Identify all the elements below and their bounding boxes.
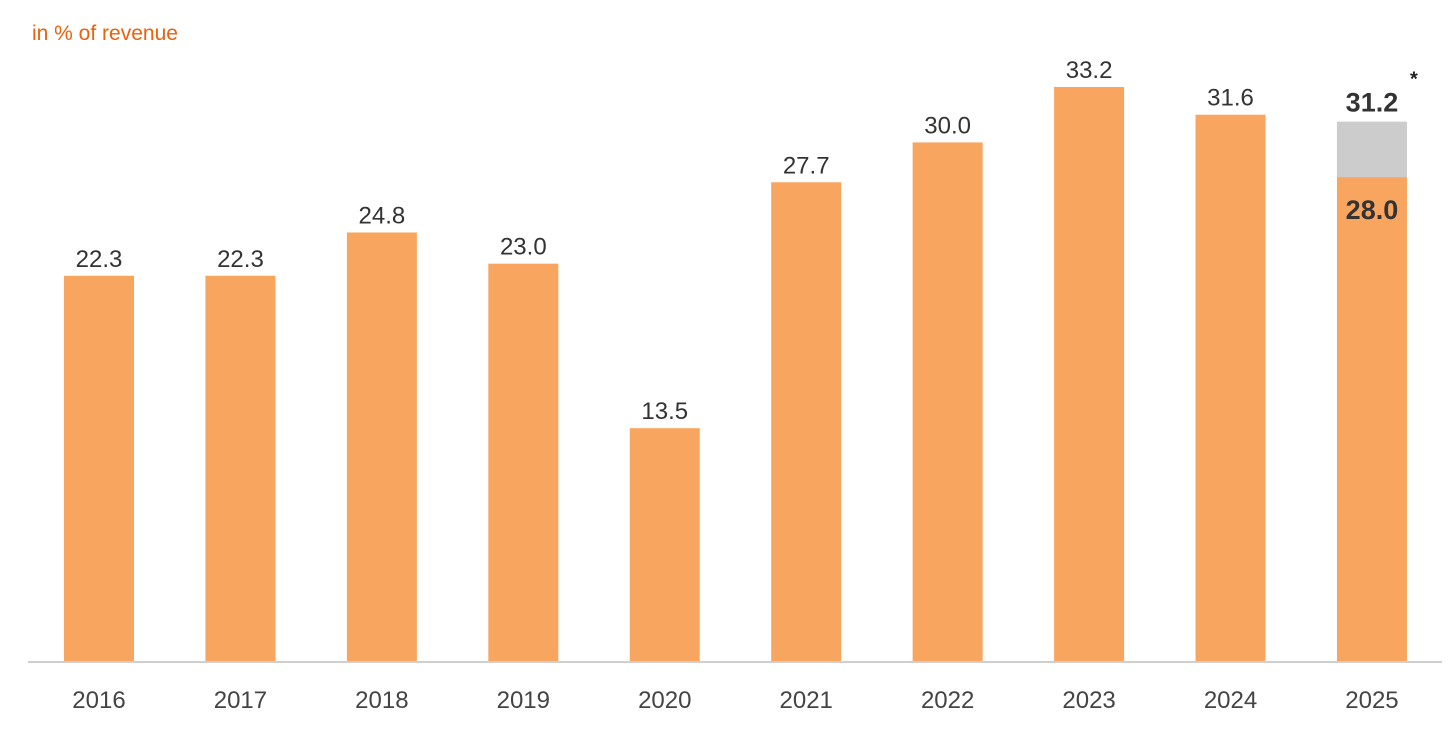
value-label-2025: 28.0 xyxy=(1346,195,1399,225)
value-label-2018: 24.8 xyxy=(359,202,406,229)
value-label-2017: 22.3 xyxy=(217,246,264,273)
total-label-2025: 31.2 xyxy=(1346,88,1399,118)
x-tick-label-2022: 2022 xyxy=(921,687,974,714)
bar-2022 xyxy=(912,142,983,662)
x-tick-label-2019: 2019 xyxy=(497,687,550,714)
x-tick-label-2020: 2020 xyxy=(638,687,691,714)
x-tick-label-2021: 2021 xyxy=(780,687,833,714)
bar-2025 xyxy=(1336,177,1407,662)
bar-2019 xyxy=(488,263,559,662)
bar-2021 xyxy=(771,182,842,662)
bar-2023 xyxy=(1054,87,1125,662)
bar-2024 xyxy=(1195,114,1266,663)
value-label-2024: 31.6 xyxy=(1207,85,1254,112)
x-tick-label-2018: 2018 xyxy=(355,687,408,714)
bar-2017 xyxy=(205,275,276,662)
value-label-2021: 27.7 xyxy=(783,152,830,179)
x-axis-ticks-layer: 2016 2017 2018 2019 2020 2021 2022 2023 2024 2025 xyxy=(72,687,1398,714)
x-tick-label-2024: 2024 xyxy=(1204,687,1257,714)
x-tick-label-2025: 2025 xyxy=(1345,687,1398,714)
value-label-2019: 23.0 xyxy=(500,234,547,261)
x-tick-label-2023: 2023 xyxy=(1062,687,1115,714)
bar-2020 xyxy=(629,428,700,662)
value-label-2020: 13.5 xyxy=(641,398,688,425)
bar-2018 xyxy=(346,232,417,662)
value-label-2016: 22.3 xyxy=(76,246,123,273)
value-labels-layer: 22.3 22.3 24.8 23.0 13.5 27.7 30.0 33.2 31.6 28.0… xyxy=(76,57,1418,425)
bar-extension-2025 xyxy=(1336,121,1407,178)
footnote-mark: * xyxy=(1410,69,1418,91)
x-tick-label-2017: 2017 xyxy=(214,687,267,714)
value-label-2022: 30.0 xyxy=(924,112,971,139)
x-tick-label-2016: 2016 xyxy=(72,687,125,714)
y-axis-unit-label: in % of revenue xyxy=(32,22,178,45)
bars-layer xyxy=(64,87,1407,663)
bar-2016 xyxy=(64,275,134,662)
value-label-2023: 33.2 xyxy=(1066,57,1113,84)
